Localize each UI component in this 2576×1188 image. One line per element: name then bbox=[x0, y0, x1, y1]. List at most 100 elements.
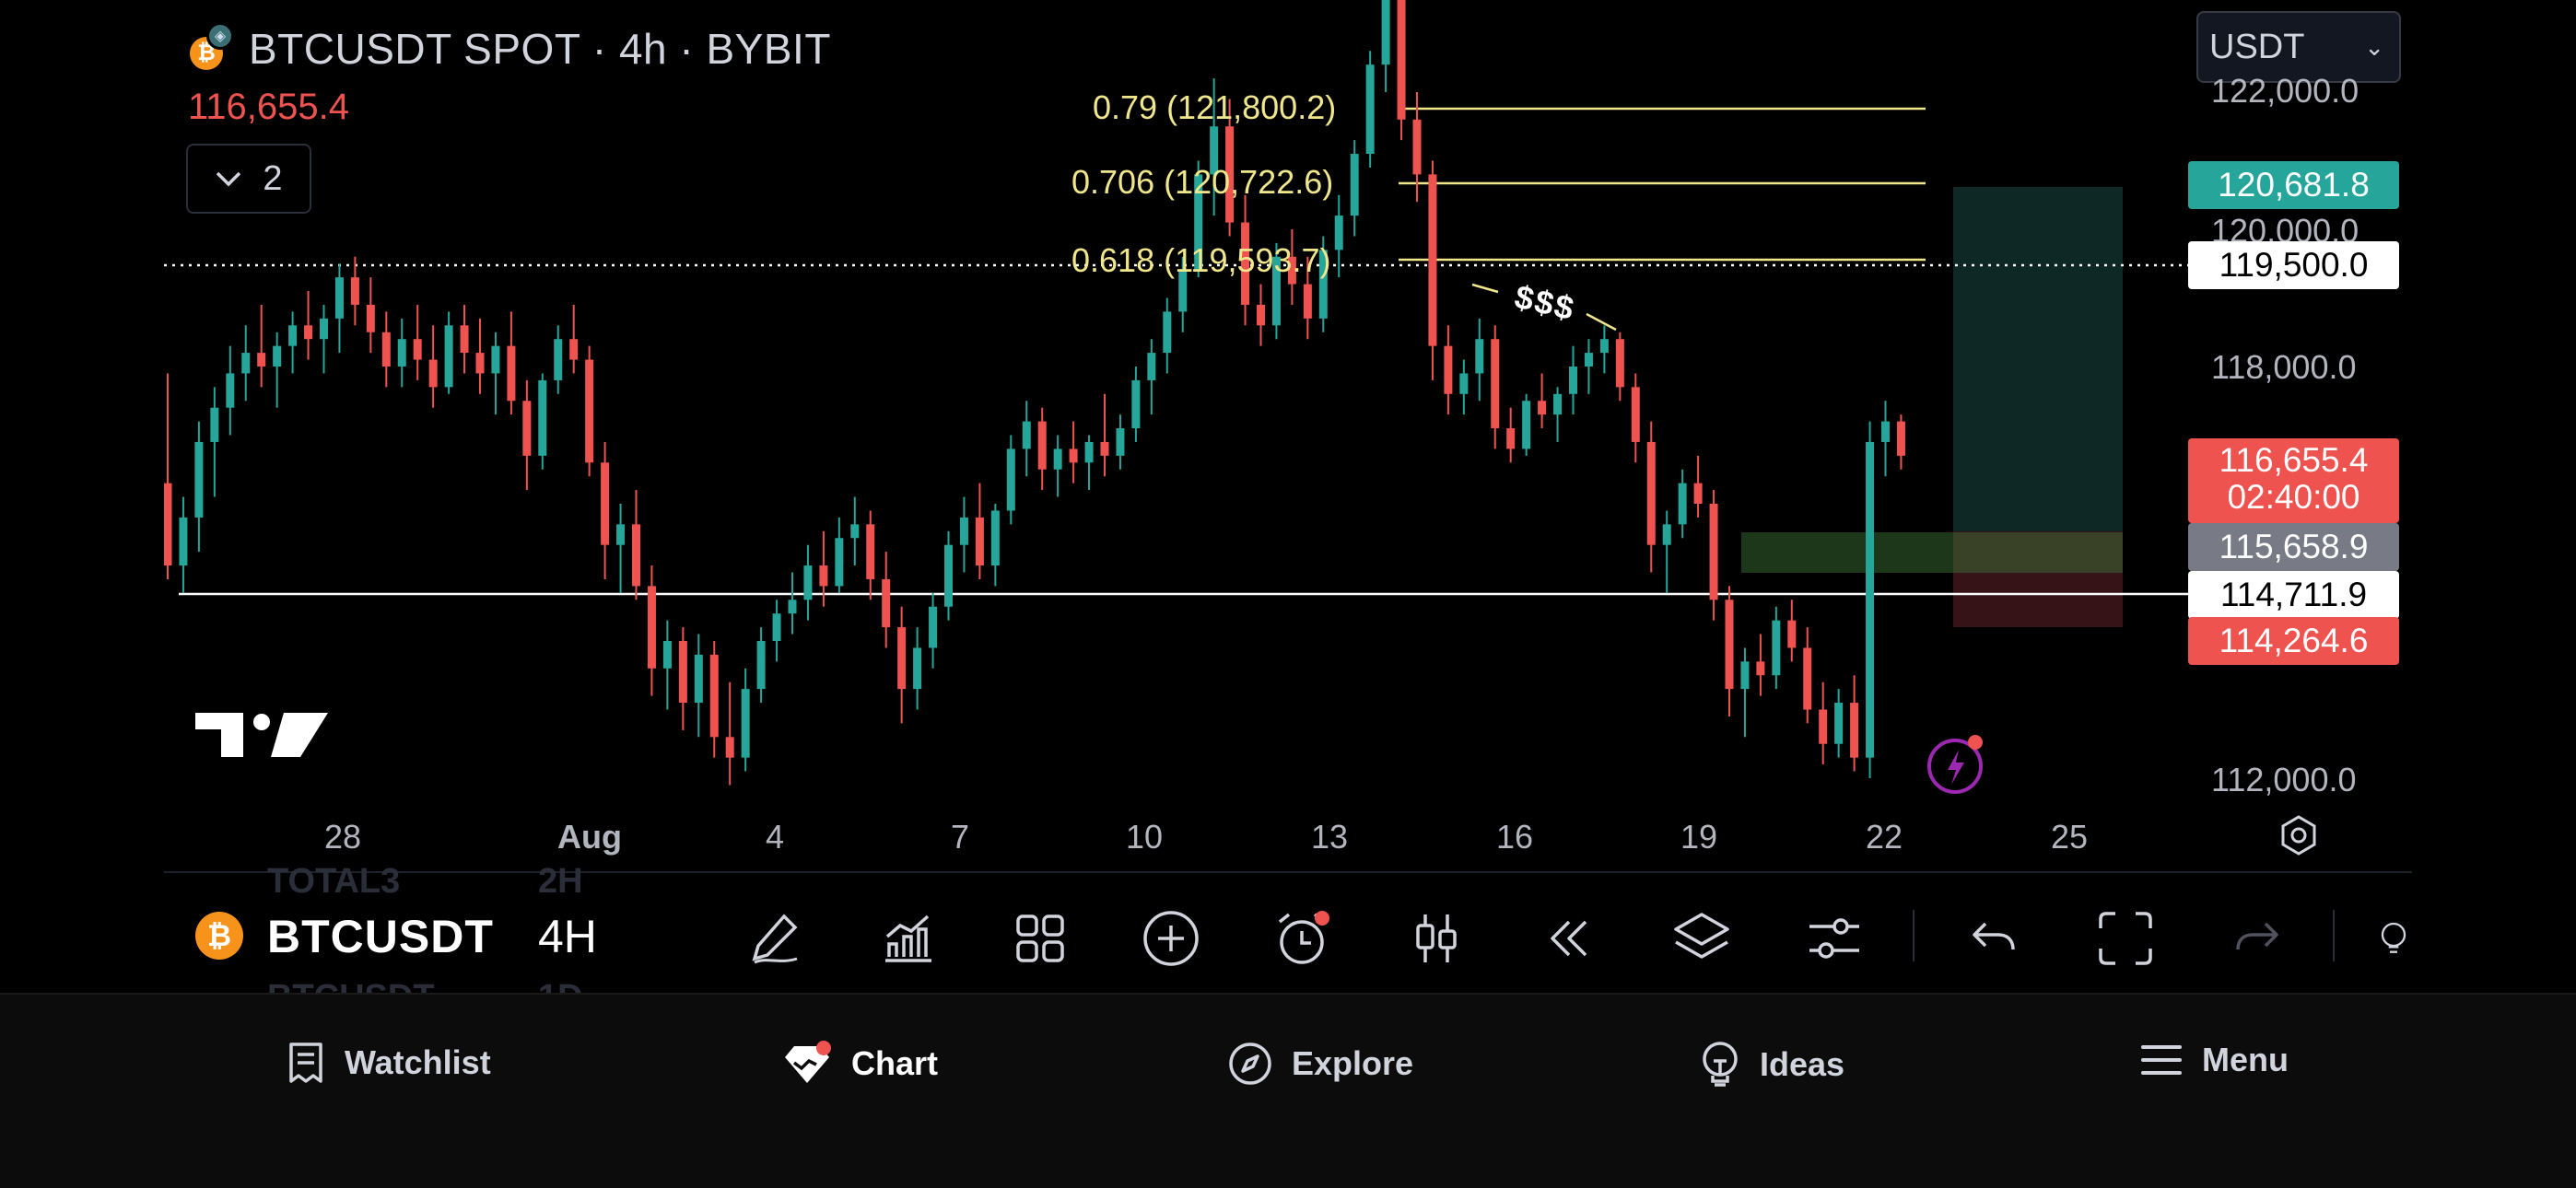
candle-body[interactable] bbox=[1163, 311, 1172, 354]
add-button[interactable] bbox=[1139, 906, 1203, 971]
candle-body[interactable] bbox=[1147, 353, 1156, 380]
candle-body[interactable] bbox=[1491, 339, 1500, 429]
candle-body[interactable] bbox=[601, 462, 610, 545]
candle-body[interactable] bbox=[413, 339, 422, 360]
candle-body[interactable] bbox=[882, 578, 891, 628]
candle-body[interactable] bbox=[226, 373, 235, 408]
candle-body[interactable] bbox=[913, 647, 922, 690]
candle-body[interactable] bbox=[1365, 64, 1375, 155]
candle-body[interactable] bbox=[194, 441, 204, 518]
candle-body[interactable] bbox=[1271, 256, 1281, 326]
object-tree-button[interactable] bbox=[1669, 906, 1734, 971]
candle-body[interactable] bbox=[1599, 339, 1609, 354]
candle-body[interactable] bbox=[959, 517, 968, 545]
candle-body[interactable] bbox=[304, 325, 313, 340]
liquidity-line-left[interactable] bbox=[1471, 283, 1499, 294]
position-profit-zone[interactable] bbox=[1953, 187, 2123, 531]
candle-body[interactable] bbox=[288, 325, 298, 346]
candle-body[interactable] bbox=[1287, 256, 1296, 285]
candle-body[interactable] bbox=[990, 510, 1000, 566]
candle-body[interactable] bbox=[1631, 387, 1640, 442]
candle-body[interactable] bbox=[320, 318, 328, 340]
candle-body[interactable] bbox=[1194, 174, 1203, 271]
candle-body[interactable] bbox=[1662, 524, 1671, 545]
candle-body[interactable] bbox=[1522, 401, 1531, 449]
replay-button[interactable] bbox=[1537, 906, 1601, 971]
candle-body[interactable] bbox=[835, 538, 844, 587]
candle-body[interactable] bbox=[507, 345, 516, 402]
candle-body[interactable] bbox=[866, 524, 875, 579]
candle-body[interactable] bbox=[1037, 421, 1047, 470]
candle-body[interactable] bbox=[1787, 620, 1797, 648]
liquidity-line-right[interactable] bbox=[1586, 312, 1617, 332]
candle-body[interactable] bbox=[1803, 647, 1812, 710]
candle-body[interactable] bbox=[179, 517, 188, 566]
candle-body[interactable] bbox=[1584, 353, 1593, 367]
candle-body[interactable] bbox=[944, 544, 953, 607]
candle-body[interactable] bbox=[694, 654, 703, 704]
candle-body[interactable] bbox=[1850, 703, 1859, 758]
candle-body[interactable] bbox=[350, 277, 359, 305]
candle-body[interactable] bbox=[1506, 428, 1516, 449]
candle-body[interactable] bbox=[1538, 401, 1547, 415]
candle-body[interactable] bbox=[1881, 421, 1890, 442]
interval-picker[interactable]: 4H bbox=[538, 911, 597, 962]
candle-body[interactable] bbox=[788, 600, 797, 614]
candle-body[interactable] bbox=[929, 606, 938, 648]
candle-body[interactable] bbox=[1896, 421, 1905, 456]
candle-body[interactable] bbox=[756, 641, 766, 690]
candle-body[interactable] bbox=[1350, 154, 1359, 216]
ideas-tool-button[interactable] bbox=[2375, 906, 2412, 971]
symbol-picker[interactable]: BTCUSDT bbox=[267, 911, 494, 962]
candle-body[interactable] bbox=[1772, 620, 1781, 676]
candle-body[interactable] bbox=[616, 524, 626, 545]
candle-body[interactable] bbox=[1381, 0, 1390, 65]
candle-body[interactable] bbox=[1693, 483, 1703, 504]
indicators-button[interactable] bbox=[875, 906, 940, 971]
nav-watchlist[interactable]: Watchlist bbox=[286, 1041, 491, 1085]
candle-body[interactable] bbox=[1756, 661, 1765, 676]
candle-body[interactable] bbox=[850, 524, 860, 539]
candle-body[interactable] bbox=[381, 332, 391, 367]
candle-body[interactable] bbox=[1178, 270, 1188, 312]
candle-body[interactable] bbox=[210, 407, 219, 442]
candle-body[interactable] bbox=[538, 379, 547, 456]
candle-body[interactable] bbox=[428, 359, 438, 388]
candle-body[interactable] bbox=[632, 524, 640, 587]
candle-body[interactable] bbox=[444, 325, 453, 388]
candle-body[interactable] bbox=[662, 641, 672, 669]
candle-body[interactable] bbox=[1210, 126, 1219, 175]
candle-body[interactable] bbox=[897, 627, 907, 690]
candle-body[interactable] bbox=[1615, 339, 1624, 388]
candle-body[interactable] bbox=[1725, 600, 1734, 690]
candle-body[interactable] bbox=[1569, 367, 1577, 394]
candle-body[interactable] bbox=[1646, 441, 1656, 545]
candle-body[interactable] bbox=[1740, 661, 1750, 690]
chart-type-button[interactable] bbox=[1404, 906, 1469, 971]
lightning-icon[interactable] bbox=[1926, 733, 1988, 796]
candle-body[interactable] bbox=[257, 353, 266, 367]
candle-body[interactable] bbox=[1866, 441, 1875, 758]
candle-body[interactable] bbox=[397, 339, 406, 367]
candle-body[interactable] bbox=[647, 586, 656, 669]
candle-body[interactable] bbox=[1006, 448, 1015, 511]
candle-body[interactable] bbox=[475, 353, 485, 374]
candle-body[interactable] bbox=[1819, 709, 1828, 744]
candle-body[interactable] bbox=[1225, 126, 1235, 223]
candle-body[interactable] bbox=[1303, 284, 1312, 319]
position-loss-zone[interactable] bbox=[1953, 531, 2123, 627]
chart-settings-icon[interactable] bbox=[2277, 814, 2320, 856]
candle-body[interactable] bbox=[1553, 393, 1563, 415]
candle-body[interactable] bbox=[1022, 421, 1031, 449]
candle-body[interactable] bbox=[1084, 441, 1094, 463]
candle-body[interactable] bbox=[522, 401, 532, 456]
candle-body[interactable] bbox=[741, 689, 750, 758]
candle-body[interactable] bbox=[1053, 448, 1062, 470]
candle-body[interactable] bbox=[164, 483, 172, 566]
currency-select[interactable]: USDT ⌄ bbox=[2196, 11, 2401, 83]
candle-body[interactable] bbox=[1334, 215, 1343, 250]
candle-body[interactable] bbox=[1475, 339, 1484, 374]
indicators-toggle-button[interactable]: 2 bbox=[186, 144, 311, 214]
candle-body[interactable] bbox=[1257, 304, 1265, 326]
candle-body[interactable] bbox=[273, 345, 282, 367]
